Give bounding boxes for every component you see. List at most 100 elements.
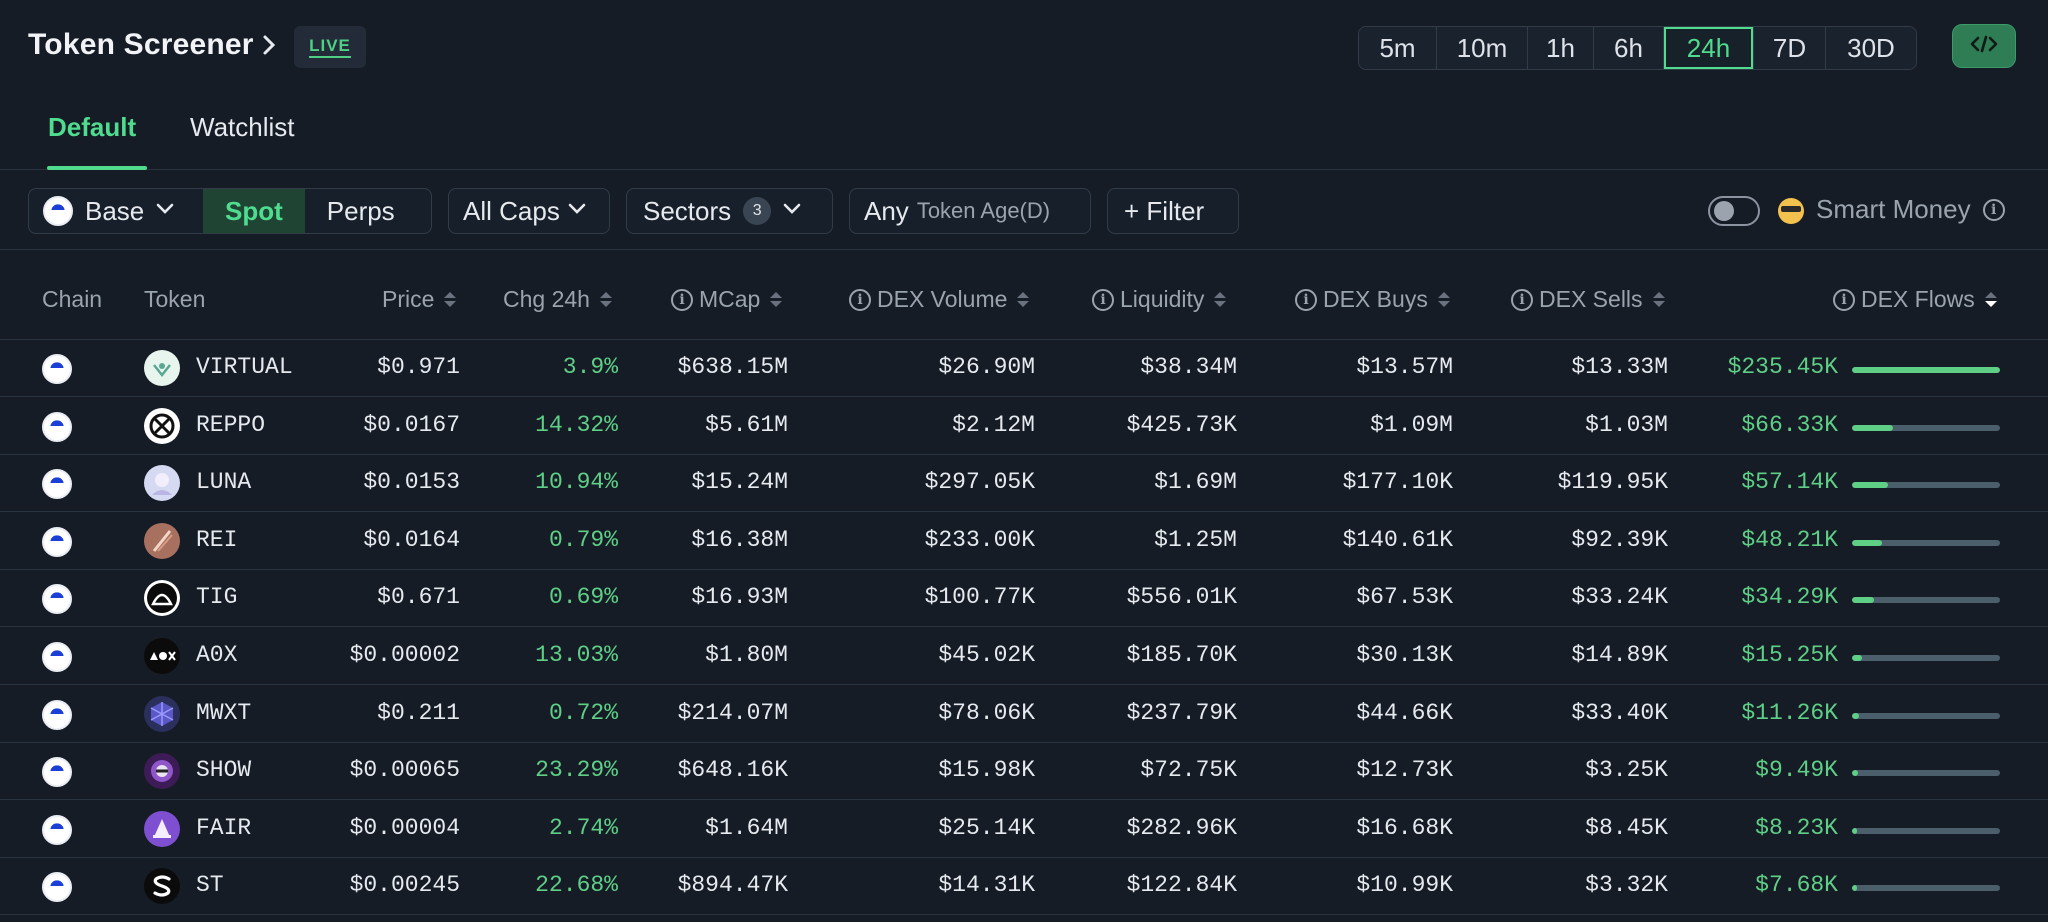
smart-money-toggle[interactable] xyxy=(1708,196,1760,226)
cell-mcap: $16.38M xyxy=(691,526,788,553)
cell-flows: $34.29K xyxy=(1741,584,1838,611)
token-rei-icon xyxy=(144,522,180,559)
market-type-spot[interactable]: Spot xyxy=(203,189,305,233)
table-row[interactable]: FAIR $0.00004 2.74% $1.64M $25.14K $282.96K $1… xyxy=(0,801,2048,858)
cell-sells: $33.24K xyxy=(1571,584,1668,611)
token-name[interactable]: REPPO xyxy=(196,411,266,438)
table-row[interactable]: REPPO $0.0167 14.32% $5.61M $2.12M $425.73K $1… xyxy=(0,398,2048,455)
col-dex-buys[interactable]: i DEX Buys xyxy=(1295,286,1450,313)
col-chg-24h[interactable]: Chg 24h xyxy=(503,286,612,313)
col-flows-label: DEX Flows xyxy=(1861,286,1975,312)
tab-default[interactable]: Default xyxy=(48,112,137,142)
cell-sells: $3.25K xyxy=(1585,757,1668,784)
cell-mcap: $15.24M xyxy=(691,469,788,496)
token-name[interactable]: REI xyxy=(196,526,238,553)
live-badge: LIVE xyxy=(294,26,366,68)
cell-sells: $13.33M xyxy=(1571,354,1668,380)
token-age-value: Any xyxy=(864,195,909,226)
cell-flows: $66.33K xyxy=(1741,411,1838,438)
table-row[interactable]: TIG $0.671 0.69% $16.93M $100.77K $556.01K $67… xyxy=(0,570,2048,628)
col-chg-label: Chg 24h xyxy=(503,286,590,312)
cell-chg: 0.69% xyxy=(548,584,618,611)
timeframe-1h[interactable]: 1h xyxy=(1528,27,1594,69)
info-icon: i xyxy=(849,288,871,311)
dex-flow-bar-fill xyxy=(1852,712,1860,719)
token-luna-icon xyxy=(144,465,180,502)
cell-liquidity: $282.96K xyxy=(1126,814,1237,841)
dex-flow-bar xyxy=(1852,367,2000,373)
cell-flows: $235.45K xyxy=(1727,354,1838,380)
token-name[interactable]: ST xyxy=(196,872,224,899)
col-liquidity[interactable]: i Liquidity xyxy=(1092,286,1227,313)
chain-dropdown[interactable]: Base xyxy=(29,189,203,233)
add-filter-button[interactable]: + Filter xyxy=(1107,188,1239,234)
cell-buys: $10.99K xyxy=(1356,872,1453,899)
sort-icon xyxy=(1437,292,1450,307)
cell-sells: $3.32K xyxy=(1585,872,1668,899)
token-virtual-icon xyxy=(144,350,180,386)
cell-flows: $8.23K xyxy=(1755,814,1838,841)
info-icon[interactable]: i xyxy=(1982,198,2005,221)
token-age-filter[interactable]: Any Token Age(D) xyxy=(849,188,1091,234)
table-row[interactable]: LUNA $0.0153 10.94% $15.24M $297.05K $1.69M $1… xyxy=(0,455,2048,513)
table-row[interactable]: REI $0.0164 0.79% $16.38M $233.00K $1.25M $140… xyxy=(0,513,2048,570)
caps-dropdown[interactable]: All Caps xyxy=(448,188,610,234)
cell-volume: $25.14K xyxy=(938,814,1035,841)
sectors-dropdown[interactable]: Sectors 3 xyxy=(626,188,833,234)
table-row[interactable]: SHOW $0.00065 23.29% $648.16K $15.98K $72.75K… xyxy=(0,743,2048,801)
cell-liquidity: $72.75K xyxy=(1140,757,1237,784)
table-row[interactable]: ST $0.00245 22.68% $894.47K $14.31K $122.84K $… xyxy=(0,858,2048,916)
timeframe-24h[interactable]: 24h xyxy=(1664,27,1754,69)
timeframe-7d[interactable]: 7D xyxy=(1754,27,1826,69)
cell-mcap: $16.93M xyxy=(691,584,788,611)
table-row[interactable]: MWXT $0.211 0.72% $214.07M $78.06K $237.79K $4… xyxy=(0,686,2048,743)
timeframe-10m[interactable]: 10m xyxy=(1437,27,1528,69)
cell-buys: $12.73K xyxy=(1356,757,1453,784)
sort-icon xyxy=(770,292,783,307)
token-mwxt-icon xyxy=(144,695,180,732)
header: Token Screener LIVE 5m 10m 1h 6h 24h 7D … xyxy=(0,0,2048,96)
base-chain-icon xyxy=(42,699,72,730)
cell-buys: $177.10K xyxy=(1342,469,1453,496)
cell-price: $0.00002 xyxy=(349,642,460,668)
tab-watchlist[interactable]: Watchlist xyxy=(190,112,295,142)
base-chain-icon xyxy=(42,526,72,557)
timeframe-6h[interactable]: 6h xyxy=(1594,27,1664,69)
col-mcap[interactable]: i MCap xyxy=(671,286,783,313)
col-sells-label: DEX Sells xyxy=(1539,286,1643,312)
token-name[interactable]: SHOW xyxy=(196,757,252,784)
token-name[interactable]: MWXT xyxy=(196,699,252,726)
dex-flow-bar xyxy=(1852,539,2000,546)
embed-code-button[interactable] xyxy=(1952,24,2016,68)
dex-flow-bar xyxy=(1852,655,2000,661)
cell-sells: $1.03M xyxy=(1585,411,1668,438)
token-name[interactable]: FAIR xyxy=(196,814,252,841)
market-type-perps[interactable]: Perps xyxy=(326,195,395,226)
token-name[interactable]: VIRTUAL xyxy=(196,354,293,380)
table-header: Chain Token Price Chg 24h i MCap i DEX V… xyxy=(0,250,2048,340)
smart-money-label: Smart Money xyxy=(1816,194,1971,224)
page-title-link[interactable]: Token Screener xyxy=(28,28,282,62)
table-row[interactable]: A0X $0.00002 13.03% $1.80M $45.02K $185.70K $3… xyxy=(0,628,2048,685)
col-dex-flows[interactable]: i DEX Flows xyxy=(1833,286,1997,313)
sort-icon xyxy=(1652,292,1665,307)
token-name[interactable]: TIG xyxy=(196,584,238,611)
timeframe-30d[interactable]: 30D xyxy=(1826,27,1916,69)
dex-flow-bar xyxy=(1852,482,2000,489)
dex-flow-bar xyxy=(1852,424,2000,431)
table-row[interactable]: VIRTUAL $0.971 3.9% $638.15M $26.90M $38.34M $… xyxy=(0,340,2048,397)
base-chain-icon xyxy=(42,354,72,384)
col-price[interactable]: Price xyxy=(382,286,457,313)
cell-sells: $8.45K xyxy=(1585,814,1668,841)
chain-market-group: Base Spot Perps xyxy=(28,188,432,234)
col-dex-sells[interactable]: i DEX Sells xyxy=(1511,286,1665,313)
col-dex-volume[interactable]: i DEX Volume xyxy=(849,286,1030,313)
token-name[interactable]: LUNA xyxy=(196,469,252,496)
cell-chg: 13.03% xyxy=(535,642,618,668)
token-name[interactable]: A0X xyxy=(196,642,238,668)
cell-sells: $33.40K xyxy=(1571,699,1668,726)
code-icon xyxy=(1970,34,1998,59)
base-chain-icon xyxy=(42,872,72,903)
cell-chg: 23.29% xyxy=(535,757,618,784)
timeframe-5m[interactable]: 5m xyxy=(1359,27,1437,69)
